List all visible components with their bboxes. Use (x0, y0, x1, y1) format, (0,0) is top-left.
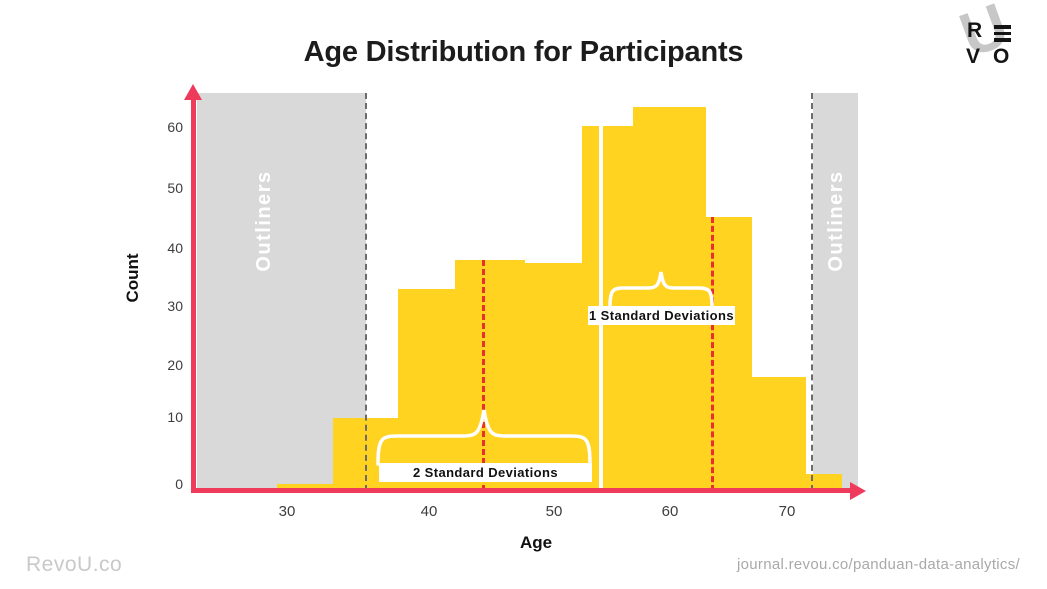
logo-letter-r: R (967, 19, 983, 42)
y-tick-label: 20 (167, 357, 183, 373)
histogram-bar (806, 474, 842, 491)
footer-url: journal.revou.co/panduan-data-analytics/ (736, 556, 1020, 573)
outliers-label-left: Outliners (253, 170, 275, 272)
histogram-bar (455, 260, 525, 491)
chart-title: Age Distribution for Participants (303, 36, 744, 68)
x-tick-label: 50 (545, 503, 563, 520)
x-axis-arrowhead (850, 482, 866, 500)
x-tick-label: 60 (661, 503, 679, 520)
y-axis-arrowhead (184, 84, 202, 100)
logo-letter-e (994, 25, 1011, 45)
sd2-annotation-label: 2 Standard Deviations (379, 463, 592, 482)
outlier-boundary-line-left (365, 93, 367, 491)
y-tick-label: 50 (167, 180, 183, 196)
outlier-region-right (813, 93, 858, 491)
y-tick-label: 40 (167, 240, 183, 256)
y-axis-line (191, 96, 196, 493)
y-axis-title: Count (123, 253, 142, 303)
outliers-label-right: Outliners (825, 170, 847, 272)
logo-letter-v: V (966, 45, 981, 68)
x-tick-label: 40 (420, 503, 438, 520)
y-tick-label: 30 (167, 298, 183, 314)
y-tick-label: 10 (167, 409, 183, 425)
x-axis-title: Age (519, 533, 553, 552)
histogram-bar (398, 289, 455, 491)
revou-logo: U R V O (950, 0, 1028, 78)
logo-letter-o: O (993, 45, 1010, 68)
y-tick-label: 60 (167, 119, 183, 135)
outlier-boundary-line-right (811, 93, 813, 491)
sd2-marker-line (482, 260, 485, 491)
sd1-annotation-label: 1 Standard Deviations (588, 306, 735, 325)
x-axis-line (191, 488, 852, 493)
footer-brand: RevoU.co (26, 553, 123, 576)
y-tick-label: 0 (175, 476, 183, 492)
histogram-bar (633, 107, 706, 491)
x-tick-label: 70 (778, 503, 796, 520)
histogram-bar (277, 484, 333, 491)
sd1-marker-line (711, 217, 714, 491)
histogram-bar (752, 377, 806, 491)
x-tick-label: 30 (278, 503, 296, 520)
histogram-bar (525, 263, 582, 491)
